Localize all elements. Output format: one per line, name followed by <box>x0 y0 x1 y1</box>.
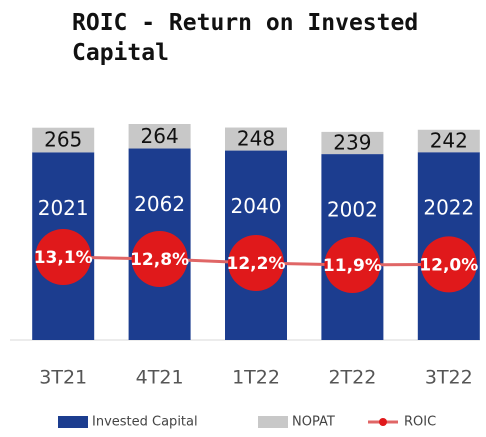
bar-nopat <box>32 127 95 153</box>
roic-marker <box>131 231 188 287</box>
x-tick-label: 3T22 <box>425 367 473 389</box>
value-label: 2021 <box>38 196 89 220</box>
value-label: 248 <box>237 127 275 151</box>
value-label: 264 <box>141 124 179 148</box>
roic-marker <box>35 229 92 285</box>
x-tick-label: 4T21 <box>136 367 184 389</box>
roic-label: 13,1% <box>34 248 93 268</box>
legend-label: Invested Capital <box>92 415 198 430</box>
value-label: 265 <box>44 128 82 152</box>
x-tick-label: 1T22 <box>232 367 280 389</box>
legend-swatch <box>258 416 288 428</box>
bar-nopat <box>128 124 191 149</box>
bar-nopat <box>417 129 480 153</box>
roic-label: 12,2% <box>227 254 286 274</box>
roic-marker <box>420 236 477 293</box>
bar-nopat <box>225 127 287 151</box>
legend-label: NOPAT <box>292 415 335 430</box>
value-label: 2002 <box>327 198 378 222</box>
legend-swatch <box>379 418 387 426</box>
value-label: 242 <box>430 128 468 152</box>
roic-marker <box>324 237 381 293</box>
value-label: 2040 <box>231 194 282 218</box>
value-label: 239 <box>333 130 371 154</box>
value-label: 2022 <box>423 196 474 220</box>
x-tick-label: 2T22 <box>328 367 376 389</box>
chart-title: ROIC - Return on Invested Capital <box>72 10 419 66</box>
value-label: 2062 <box>134 192 185 216</box>
roic-label: 11,9% <box>323 256 382 276</box>
roic-marker <box>228 235 284 291</box>
roic-label: 12,0% <box>419 255 478 275</box>
x-tick-label: 3T21 <box>39 367 87 389</box>
bar-nopat <box>321 131 384 155</box>
legend-label: ROIC <box>404 415 436 430</box>
legend-swatch <box>58 416 88 428</box>
roic-label: 12,8% <box>130 250 189 270</box>
